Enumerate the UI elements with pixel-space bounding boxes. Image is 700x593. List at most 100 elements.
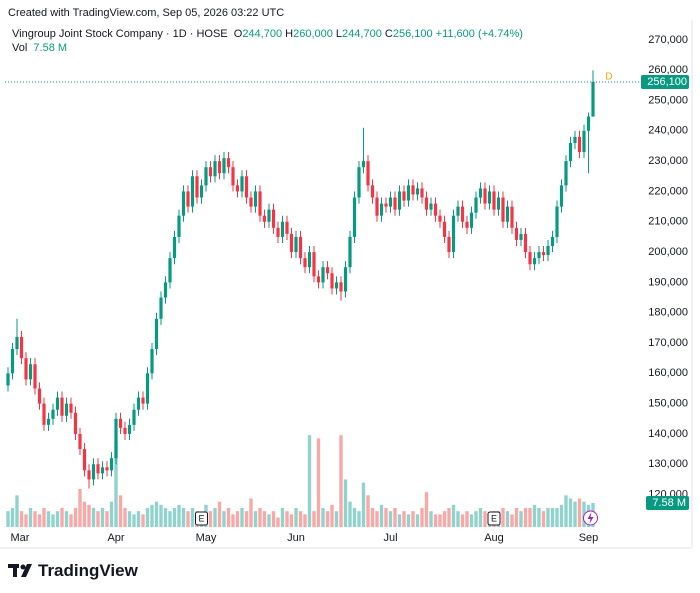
candle-body xyxy=(6,373,10,386)
change: +11,600 (+4.74%) xyxy=(435,28,523,40)
volume-bar xyxy=(550,508,555,527)
volume-bar xyxy=(523,508,528,527)
y-tick-label: 220,000 xyxy=(648,185,688,197)
candle-body xyxy=(357,167,361,198)
candle-body xyxy=(474,197,478,213)
volume-bar xyxy=(132,514,136,527)
dividend-bolt xyxy=(587,512,594,524)
volume-bar xyxy=(564,495,568,527)
candle-body xyxy=(285,221,289,234)
candle-body xyxy=(519,233,523,240)
candle-body xyxy=(415,188,420,195)
candle-body xyxy=(276,227,280,237)
candle-body xyxy=(550,236,555,247)
volume-bar xyxy=(501,508,505,527)
volume-bar xyxy=(258,508,262,527)
volume-bar xyxy=(24,514,28,527)
y-tick-label: 210,000 xyxy=(648,216,688,228)
candle-body xyxy=(249,197,253,207)
volume-bar xyxy=(393,508,397,527)
candle-body xyxy=(177,215,181,237)
last-volume-box xyxy=(646,495,689,510)
candle-body xyxy=(388,197,393,207)
volume-bar xyxy=(285,511,289,527)
volume-bar xyxy=(465,511,469,527)
y-tick-label: 190,000 xyxy=(648,276,688,288)
volume-bar xyxy=(402,511,406,527)
candle-body xyxy=(289,233,294,253)
volume-bar xyxy=(6,511,10,527)
session-marker: D xyxy=(605,72,612,83)
volume-bar xyxy=(415,514,420,527)
volume-bar xyxy=(168,511,172,527)
volume-bar xyxy=(514,508,519,527)
volume-bar xyxy=(33,511,37,527)
candle-body xyxy=(136,397,141,410)
candle-body xyxy=(271,209,276,228)
volume-bar xyxy=(384,508,388,527)
volume-bar xyxy=(474,511,478,527)
volume-bar xyxy=(262,511,267,527)
volume-bar xyxy=(177,504,181,527)
candle-body xyxy=(204,167,208,186)
x-tick-label: Jun xyxy=(287,532,305,544)
volume-bar xyxy=(114,441,118,527)
volume-bar xyxy=(226,508,231,527)
volume-bar xyxy=(159,504,163,527)
brand-name: TradingView xyxy=(38,561,138,580)
candle-body xyxy=(55,397,60,410)
candle-body xyxy=(537,252,541,259)
volume-bar xyxy=(424,492,429,527)
volume-bar xyxy=(447,508,451,527)
candle-body xyxy=(330,273,334,289)
volume-bar xyxy=(235,511,240,527)
candle-body xyxy=(244,176,249,198)
candle-body xyxy=(60,397,64,416)
volume-bar xyxy=(325,511,330,527)
candle-body xyxy=(213,161,217,177)
volume-bar xyxy=(267,514,271,527)
candle-body xyxy=(334,282,339,289)
candle-body xyxy=(168,258,172,283)
volume-bar xyxy=(532,504,537,527)
volume-bar xyxy=(375,511,379,527)
volume-bar xyxy=(316,438,321,527)
candle-body xyxy=(343,267,348,292)
candle-body xyxy=(24,358,28,380)
candle-body xyxy=(564,161,568,186)
volume-bar xyxy=(163,508,168,527)
volume-bar xyxy=(429,511,433,527)
volume-bar xyxy=(127,511,132,527)
volume-bar xyxy=(433,514,438,527)
volume-bar xyxy=(240,508,244,527)
candle-body xyxy=(496,197,501,210)
volume-bar xyxy=(19,511,24,527)
candle-body xyxy=(487,191,492,204)
candle-body xyxy=(370,185,375,198)
candle-body xyxy=(411,185,415,195)
vol-label: Vol xyxy=(12,42,28,54)
candle-body xyxy=(208,167,213,177)
candle-body xyxy=(352,197,357,237)
candle-body xyxy=(379,203,384,216)
volume-bar xyxy=(546,508,550,527)
volume-bar xyxy=(577,498,582,527)
y-tick-label: 230,000 xyxy=(648,155,688,167)
volume-bar xyxy=(208,511,213,527)
volume-bar xyxy=(388,511,393,527)
candle-body xyxy=(19,336,24,359)
y-tick-label: 130,000 xyxy=(648,458,688,470)
volume-bar xyxy=(541,511,546,527)
candle-body xyxy=(312,252,316,277)
candle-body xyxy=(226,158,231,168)
volume-bar xyxy=(46,511,51,527)
candle-body xyxy=(163,282,168,298)
volume-bar xyxy=(37,514,42,527)
candle-body xyxy=(442,221,447,237)
volume-bar xyxy=(280,508,285,527)
event-label: E xyxy=(491,513,497,523)
volume-bar xyxy=(307,435,312,527)
volume-bar xyxy=(289,514,294,527)
candle-body xyxy=(528,252,532,265)
